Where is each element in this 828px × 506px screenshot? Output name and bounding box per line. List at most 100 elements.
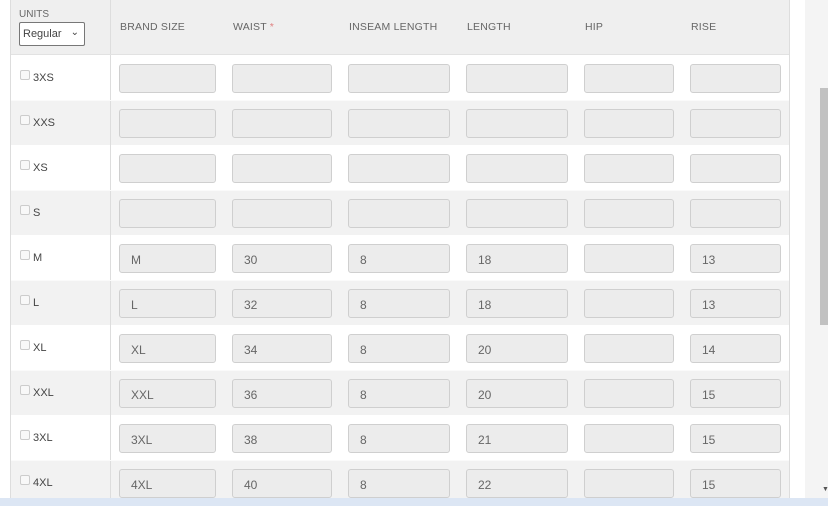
inseam-length-input[interactable]: 8 bbox=[348, 424, 450, 453]
length-input[interactable] bbox=[466, 154, 568, 183]
table-row: XL XL 34 8 20 14 bbox=[11, 325, 789, 370]
table-row: 4XL 4XL 40 8 22 15 bbox=[11, 460, 789, 505]
length-input[interactable]: 20 bbox=[466, 379, 568, 408]
table-row: XXS bbox=[11, 100, 789, 145]
brand-size-input[interactable]: XXL bbox=[119, 379, 216, 408]
brand-size-input[interactable] bbox=[119, 154, 216, 183]
size-label: XXL bbox=[33, 387, 54, 399]
waist-input[interactable] bbox=[232, 64, 332, 93]
length-input[interactable] bbox=[466, 109, 568, 138]
chevron-down-icon: ⌄ bbox=[70, 27, 79, 38]
waist-input[interactable]: 32 bbox=[232, 289, 332, 318]
table-row: 3XL 3XL 38 8 21 15 bbox=[11, 415, 789, 460]
inseam-length-input[interactable]: 8 bbox=[348, 244, 450, 273]
waist-input[interactable] bbox=[232, 199, 332, 228]
rise-input[interactable]: 15 bbox=[690, 379, 781, 408]
hip-input[interactable] bbox=[584, 64, 674, 93]
inseam-length-input[interactable] bbox=[348, 64, 450, 93]
inseam-length-input[interactable]: 8 bbox=[348, 334, 450, 363]
scroll-down-arrow-icon[interactable]: ▼ bbox=[822, 486, 828, 493]
size-checkbox[interactable] bbox=[20, 475, 30, 485]
size-checkbox[interactable] bbox=[20, 70, 30, 80]
size-chart-table: UNITS Regular ⌄ BRAND SIZE WAIST * INSEAM… bbox=[10, 0, 790, 505]
size-label: XL bbox=[33, 342, 47, 354]
col-brand-size: BRAND SIZE bbox=[120, 21, 186, 33]
waist-input[interactable] bbox=[232, 154, 332, 183]
inseam-length-input[interactable] bbox=[348, 154, 450, 183]
required-mark: * bbox=[269, 21, 275, 33]
waist-input[interactable]: 34 bbox=[232, 334, 332, 363]
waist-input[interactable]: 36 bbox=[232, 379, 332, 408]
col-length: LENGTH bbox=[467, 21, 511, 33]
size-cell: XXL bbox=[11, 370, 111, 415]
size-checkbox[interactable] bbox=[20, 160, 30, 170]
inseam-length-input[interactable]: 8 bbox=[348, 379, 450, 408]
table-row: XXL XXL 36 8 20 15 bbox=[11, 370, 789, 415]
brand-size-input[interactable]: XL bbox=[119, 334, 216, 363]
size-label: XXS bbox=[33, 117, 56, 129]
brand-size-input[interactable] bbox=[119, 109, 216, 138]
length-input[interactable] bbox=[466, 199, 568, 228]
col-inseam-length: INSEAM LENGTH bbox=[349, 21, 438, 33]
brand-size-input[interactable]: 3XL bbox=[119, 424, 216, 453]
size-checkbox[interactable] bbox=[20, 250, 30, 260]
size-checkbox[interactable] bbox=[20, 295, 30, 305]
rise-input[interactable]: 13 bbox=[690, 289, 781, 318]
table-row: XS bbox=[11, 145, 789, 190]
rise-input[interactable]: 14 bbox=[690, 334, 781, 363]
size-cell: 3XL bbox=[11, 415, 111, 460]
rise-input[interactable] bbox=[690, 154, 781, 183]
waist-input[interactable]: 40 bbox=[232, 469, 332, 498]
length-input[interactable]: 20 bbox=[466, 334, 568, 363]
size-cell: M bbox=[11, 235, 111, 280]
size-checkbox[interactable] bbox=[20, 430, 30, 440]
size-label: XS bbox=[33, 162, 48, 174]
scrollbar-thumb[interactable] bbox=[820, 88, 828, 325]
hip-input[interactable] bbox=[584, 154, 674, 183]
table-row: 3XS bbox=[11, 55, 789, 100]
waist-input[interactable] bbox=[232, 109, 332, 138]
brand-size-input[interactable] bbox=[119, 64, 216, 93]
size-checkbox[interactable] bbox=[20, 115, 30, 125]
rise-input[interactable]: 15 bbox=[690, 469, 781, 498]
col-waist: WAIST * bbox=[233, 21, 274, 33]
rise-input[interactable] bbox=[690, 199, 781, 228]
hip-input[interactable] bbox=[584, 334, 674, 363]
size-cell: XXS bbox=[11, 100, 111, 145]
rise-input[interactable] bbox=[690, 64, 781, 93]
hip-input[interactable] bbox=[584, 379, 674, 408]
hip-input[interactable] bbox=[584, 289, 674, 318]
size-label: M bbox=[33, 252, 43, 264]
units-select[interactable]: Regular ⌄ bbox=[19, 22, 85, 46]
length-input[interactable]: 18 bbox=[466, 289, 568, 318]
brand-size-input[interactable]: M bbox=[119, 244, 216, 273]
length-input[interactable]: 21 bbox=[466, 424, 568, 453]
size-checkbox[interactable] bbox=[20, 385, 30, 395]
inseam-length-input[interactable]: 8 bbox=[348, 289, 450, 318]
size-checkbox[interactable] bbox=[20, 340, 30, 350]
length-input[interactable]: 22 bbox=[466, 469, 568, 498]
inseam-length-input[interactable] bbox=[348, 199, 450, 228]
scrollbar[interactable]: ▼ bbox=[805, 0, 828, 498]
waist-input[interactable]: 30 bbox=[232, 244, 332, 273]
brand-size-input[interactable]: L bbox=[119, 289, 216, 318]
length-input[interactable]: 18 bbox=[466, 244, 568, 273]
inseam-length-input[interactable]: 8 bbox=[348, 469, 450, 498]
brand-size-input[interactable] bbox=[119, 199, 216, 228]
hip-input[interactable] bbox=[584, 109, 674, 138]
hip-input[interactable] bbox=[584, 199, 674, 228]
size-cell: S bbox=[11, 190, 111, 235]
hip-input[interactable] bbox=[584, 424, 674, 453]
rise-input[interactable]: 15 bbox=[690, 424, 781, 453]
hip-input[interactable] bbox=[584, 469, 674, 498]
length-input[interactable] bbox=[466, 64, 568, 93]
units-value: Regular bbox=[23, 28, 62, 40]
size-label: 3XL bbox=[33, 432, 53, 444]
brand-size-input[interactable]: 4XL bbox=[119, 469, 216, 498]
rise-input[interactable]: 13 bbox=[690, 244, 781, 273]
waist-input[interactable]: 38 bbox=[232, 424, 332, 453]
rise-input[interactable] bbox=[690, 109, 781, 138]
inseam-length-input[interactable] bbox=[348, 109, 450, 138]
hip-input[interactable] bbox=[584, 244, 674, 273]
size-checkbox[interactable] bbox=[20, 205, 30, 215]
